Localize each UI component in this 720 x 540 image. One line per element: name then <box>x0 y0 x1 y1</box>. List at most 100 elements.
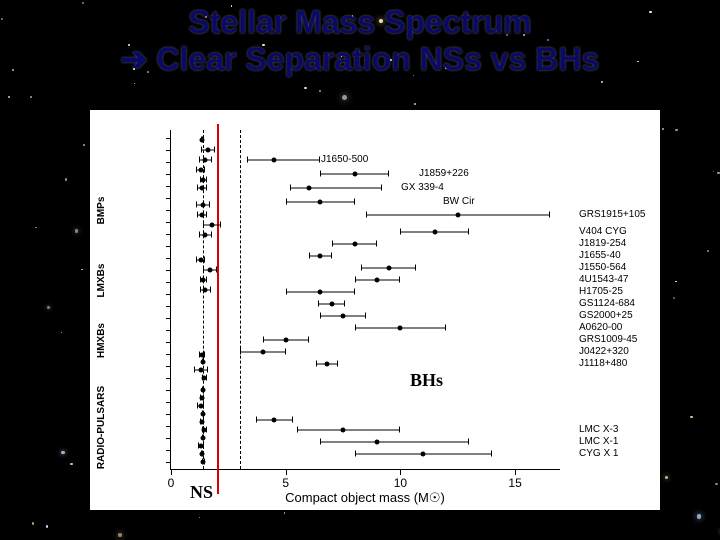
object-label: GRS1009-45 <box>579 334 637 345</box>
object-label: GS1124-684 <box>579 298 635 309</box>
object-label: GS2000+25 <box>579 310 633 321</box>
data-point <box>198 444 203 449</box>
y-tick <box>166 306 171 307</box>
x-tick-label: 10 <box>394 476 407 490</box>
data-point <box>272 418 277 423</box>
data-point <box>201 278 206 283</box>
data-point <box>210 223 215 228</box>
x-tick-label: 15 <box>508 476 521 490</box>
y-tick <box>166 150 171 151</box>
y-tick <box>166 246 171 247</box>
data-point <box>318 290 323 295</box>
data-point <box>199 213 204 218</box>
x-tick <box>171 470 172 475</box>
object-label: J1859+226 <box>419 168 469 179</box>
data-point <box>318 200 323 205</box>
title-line-2: ➔ Clear Separation NSs vs BHs <box>0 41 720 78</box>
slide-title: Stellar Mass Spectrum ➔ Clear Separation… <box>0 4 720 78</box>
y-tick <box>166 450 171 451</box>
y-tick <box>166 378 171 379</box>
region-label: BHs <box>410 370 443 391</box>
data-point <box>205 148 210 153</box>
y-tick <box>166 414 171 415</box>
y-tick <box>166 270 171 271</box>
data-point <box>199 396 204 401</box>
x-tick <box>515 470 516 475</box>
error-bar <box>297 430 400 431</box>
y-tick <box>166 162 171 163</box>
object-label: J1550-564 <box>579 262 626 273</box>
x-tick <box>400 470 401 475</box>
data-point <box>203 233 208 238</box>
data-point <box>421 452 426 457</box>
data-point <box>201 178 206 183</box>
x-tick <box>286 470 287 475</box>
data-point <box>202 376 207 381</box>
y-category-label: LMXBs <box>96 253 107 308</box>
data-point <box>198 258 203 263</box>
title-line-2-text: Clear Separation NSs vs BHs <box>148 41 600 77</box>
y-category-label: HMXBs <box>96 313 107 368</box>
data-point <box>352 242 357 247</box>
object-label: BW Cir <box>443 196 475 207</box>
y-tick <box>166 354 171 355</box>
data-point <box>203 158 208 163</box>
data-point <box>199 186 204 191</box>
arrow-icon: ➔ <box>121 41 148 77</box>
y-tick <box>166 390 171 391</box>
data-point <box>306 186 311 191</box>
data-point <box>201 412 206 417</box>
y-tick <box>166 234 171 235</box>
x-tick-label: 0 <box>168 476 175 490</box>
x-tick-label: 5 <box>282 476 289 490</box>
object-label: J1650-500 <box>321 154 368 165</box>
mass-limit-line <box>240 130 241 469</box>
y-tick <box>166 366 171 367</box>
data-point <box>198 404 203 409</box>
object-label: 4U1543-47 <box>579 274 628 285</box>
data-point <box>208 268 213 273</box>
object-label: GRS1915+105 <box>579 209 645 220</box>
y-category-label: BMPs <box>96 183 107 238</box>
object-label: GX 339-4 <box>401 182 444 193</box>
data-point <box>199 452 204 457</box>
region-label: NS <box>190 482 213 503</box>
y-tick <box>166 330 171 331</box>
object-label: LMC X-1 <box>579 436 618 447</box>
data-point <box>199 420 204 425</box>
object-label: J1655-40 <box>579 250 621 261</box>
data-point <box>199 138 204 143</box>
data-point <box>201 203 206 208</box>
data-point <box>432 230 437 235</box>
data-point <box>199 353 204 358</box>
data-point <box>341 428 346 433</box>
data-point <box>198 368 203 373</box>
y-tick <box>166 402 171 403</box>
y-tick <box>166 342 171 343</box>
data-point <box>341 314 346 319</box>
y-tick <box>166 438 171 439</box>
object-label: H1705-25 <box>579 286 623 297</box>
y-category-label: RADIO-PULSARS <box>96 380 107 475</box>
data-point <box>283 338 288 343</box>
data-point <box>260 350 265 355</box>
y-tick <box>166 198 171 199</box>
object-label: LMC X-3 <box>579 424 618 435</box>
error-bar <box>320 442 469 443</box>
y-tick <box>166 222 171 223</box>
y-tick <box>166 462 171 463</box>
data-point <box>455 213 460 218</box>
object-label: CYG X 1 <box>579 448 618 459</box>
ns-bh-separator-line <box>217 124 219 494</box>
data-point <box>202 428 207 433</box>
y-tick <box>166 426 171 427</box>
data-point <box>272 158 277 163</box>
object-label: V404 CYG <box>579 226 627 237</box>
error-bar <box>247 160 320 161</box>
data-point <box>201 388 206 393</box>
chart-panel: 0 5 10 15 J1650-500 J1859+226 GX 339-4 BW Cir GR… <box>90 110 660 510</box>
y-tick <box>166 294 171 295</box>
data-point <box>201 360 206 365</box>
data-point <box>201 436 206 441</box>
y-tick <box>166 318 171 319</box>
